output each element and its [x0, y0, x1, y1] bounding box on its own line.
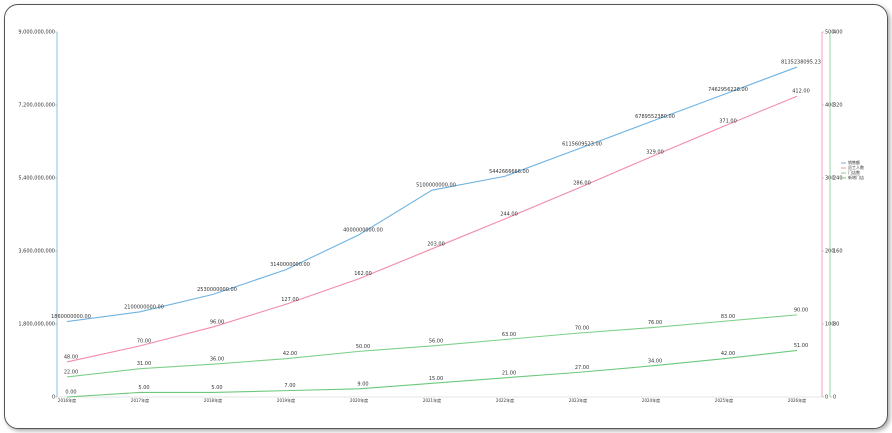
data-label: 1860000000.00 — [51, 314, 91, 320]
data-label: 9.00 — [357, 381, 368, 387]
data-label: 203.00 — [427, 241, 445, 247]
y-tick-label: 240 — [833, 176, 843, 182]
data-label: 7462956228.00 — [708, 87, 748, 93]
data-label: 15.00 — [429, 376, 443, 382]
data-label: 27.00 — [575, 365, 589, 371]
data-label: 4000000000.00 — [343, 227, 383, 233]
y-tick-label: 1,800,000,000 — [18, 322, 55, 328]
y-tick-label: 320 — [833, 103, 843, 109]
data-label: 21.00 — [502, 370, 516, 376]
y-tick-label: 400 — [833, 30, 843, 36]
legend-label: 新增门店 — [848, 174, 864, 180]
data-label: 7.00 — [284, 383, 295, 389]
data-label: 412.00 — [792, 89, 810, 95]
data-label: 329.00 — [646, 149, 664, 155]
data-label: 90.00 — [794, 307, 808, 313]
data-label: 42.00 — [721, 351, 735, 357]
x-tick-label: 2023年度 — [569, 397, 587, 403]
data-label: 34.00 — [648, 358, 662, 364]
data-label: 6115609523.00 — [562, 141, 602, 147]
data-label: 2530000000.00 — [197, 287, 237, 293]
data-label: 51.00 — [794, 343, 808, 349]
data-label: 36.00 — [210, 357, 224, 363]
data-label: 5.00 — [211, 385, 222, 391]
series-line — [66, 66, 798, 323]
chart-card — [4, 4, 888, 429]
x-tick-label: 2020年度 — [350, 397, 368, 403]
y-tick-label: 0 — [825, 395, 828, 401]
data-label: 127.00 — [281, 297, 299, 303]
legend-label: 销售额 — [848, 159, 860, 165]
y-tick-label: 0 — [52, 395, 55, 401]
x-tick-label: 2017年度 — [131, 397, 149, 403]
x-tick-label: 2018年度 — [204, 397, 222, 403]
data-label: 70.00 — [575, 326, 589, 332]
y-tick-label: 0 — [833, 395, 836, 401]
data-label: 244.00 — [500, 211, 518, 217]
data-label: 0.00 — [65, 390, 76, 396]
x-tick-label: 2022年度 — [496, 397, 514, 403]
data-label: 5100000000.00 — [416, 183, 456, 189]
series-line — [66, 349, 798, 398]
data-label: 286.00 — [573, 181, 591, 187]
data-label: 3140000000.00 — [270, 262, 310, 268]
y-tick-label: 9,000,000,000 — [18, 30, 55, 36]
data-label: 42.00 — [283, 351, 297, 357]
data-label: 50.00 — [356, 344, 370, 350]
x-tick-label: 2019年度 — [277, 397, 295, 403]
data-label: 63.00 — [502, 332, 516, 338]
series-line — [66, 95, 798, 363]
y-tick-label: 5,400,000,000 — [18, 176, 55, 182]
x-tick-label: 2016年度 — [58, 397, 76, 403]
data-label: 56.00 — [429, 338, 443, 344]
data-label: 83.00 — [721, 314, 735, 320]
data-label: 31.00 — [137, 361, 151, 367]
data-label: 76.00 — [648, 320, 662, 326]
data-label: 5442666666.00 — [489, 169, 529, 175]
y-tick-label: 7,200,000,000 — [18, 103, 55, 109]
data-label: 6789552380.00 — [635, 114, 675, 120]
data-label: 96.00 — [210, 319, 224, 325]
legend-label: 门店数 — [848, 169, 860, 175]
y-tick-label: 80 — [833, 322, 839, 328]
data-label: 22.00 — [64, 369, 78, 375]
legend-label: 员工人数 — [848, 164, 864, 170]
data-label: 2100000000.00 — [124, 304, 164, 310]
data-label: 371.00 — [719, 119, 737, 125]
data-label: 5.00 — [138, 385, 149, 391]
x-tick-label: 2021年度 — [423, 397, 441, 403]
data-label: 70.00 — [137, 338, 151, 344]
x-tick-label: 2024年度 — [642, 397, 660, 403]
y-tick-label: 160 — [833, 249, 843, 255]
x-tick-label: 2025年度 — [715, 397, 733, 403]
data-label: 162.00 — [354, 271, 372, 277]
data-label: 48.00 — [64, 354, 78, 360]
x-tick-label: 2026年度 — [788, 397, 806, 403]
series-line — [66, 314, 798, 378]
y-tick-label: 3,600,000,000 — [18, 249, 55, 255]
data-label: 8135238095.23 — [781, 60, 821, 66]
